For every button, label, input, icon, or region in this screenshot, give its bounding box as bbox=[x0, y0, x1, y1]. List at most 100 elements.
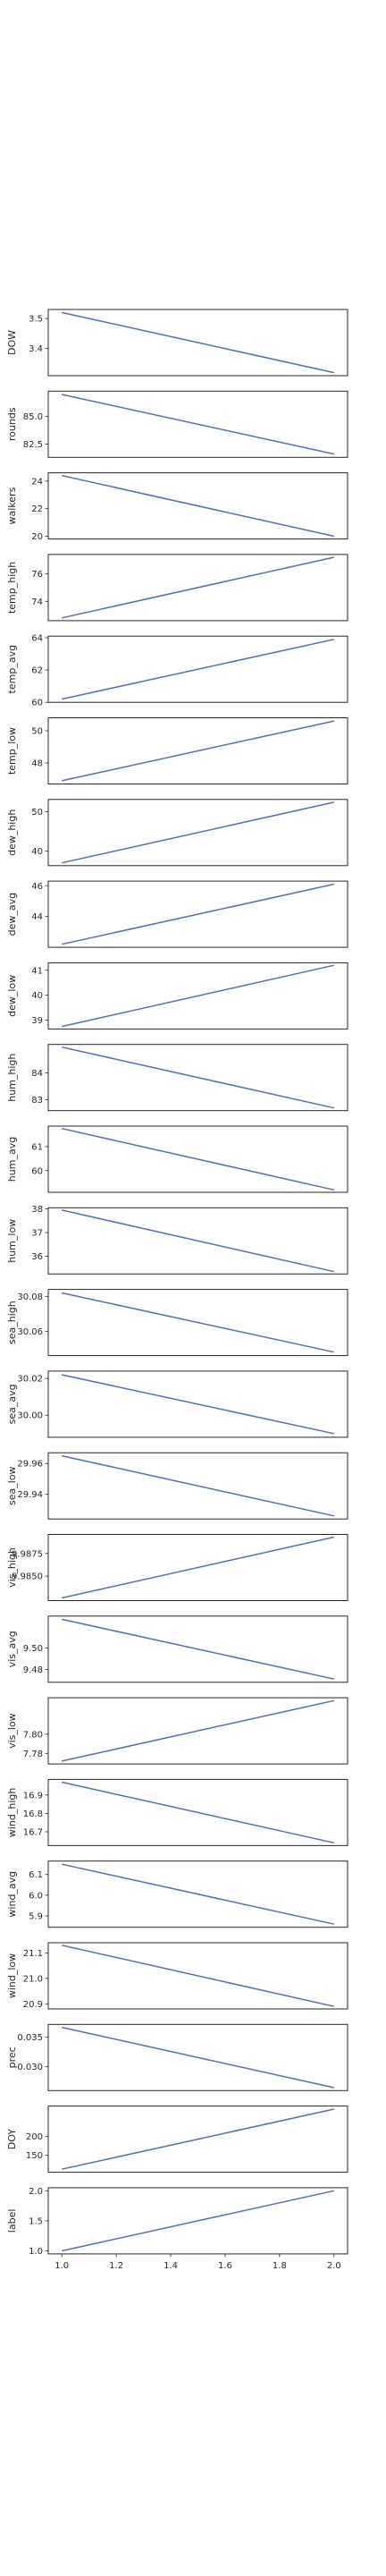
axes-frame bbox=[47, 1370, 348, 1438]
series-line-hum_avg bbox=[62, 1127, 334, 1191]
series-line-temp_low bbox=[62, 720, 334, 782]
y-axis-label: wind_low bbox=[6, 1953, 18, 1998]
y-tick-label: 22 bbox=[31, 504, 43, 514]
y-tick-label: 9.9850 bbox=[12, 1572, 43, 1582]
y-tick-label: 40 bbox=[31, 847, 43, 857]
y-tick-label: 200 bbox=[26, 2132, 43, 2142]
y-tick-label: 60 bbox=[31, 699, 43, 708]
series-line-wind_low bbox=[62, 1945, 334, 2007]
y-axis-label: rounds bbox=[6, 407, 18, 441]
subplot-DOY: 150 200 DOY bbox=[6, 2106, 348, 2174]
y-axis-label: sea_low bbox=[6, 1466, 18, 1505]
series-line-sea_avg bbox=[62, 1374, 334, 1435]
y-tick-label: 16.9 bbox=[23, 1791, 43, 1801]
y-tick-label: 0.030 bbox=[17, 2063, 43, 2072]
y-tick-label: 30.02 bbox=[17, 1375, 43, 1385]
y-axis-label: wind_high bbox=[6, 1788, 18, 1838]
y-axis-label: hum_low bbox=[6, 1219, 18, 1263]
subplot-temp_high: 74 76 temp_high bbox=[6, 554, 348, 622]
x-tick-label: 1.2 bbox=[109, 2261, 123, 2271]
subplot-hum_avg: 60 61 hum_avg bbox=[6, 1125, 348, 1193]
series-line-hum_high bbox=[62, 1046, 334, 1109]
series-line-DOW bbox=[62, 311, 334, 374]
x-tick-label: 1.0 bbox=[55, 2261, 69, 2271]
y-tick-label: 1.5 bbox=[29, 2216, 43, 2226]
subplot-DOW: 3.4 3.5 DOW bbox=[6, 309, 348, 377]
y-tick-label: 83 bbox=[31, 1096, 43, 1106]
y-tick-label: 30.08 bbox=[17, 1292, 43, 1302]
y-tick-label: 3.5 bbox=[29, 315, 43, 325]
y-axis-label: temp_high bbox=[6, 562, 18, 614]
series-line-temp_high bbox=[62, 556, 334, 619]
y-tick-label: 82.5 bbox=[23, 440, 43, 450]
y-tick-label: 1.0 bbox=[29, 2247, 43, 2257]
x-tick-label: 1.6 bbox=[218, 2261, 232, 2271]
series-line-wind_high bbox=[62, 1781, 334, 1844]
y-axis-label: prec bbox=[6, 2046, 18, 2068]
y-axis-label: hum_high bbox=[6, 1054, 18, 1102]
series-line-dew_low bbox=[62, 964, 334, 1028]
series-line-hum_low bbox=[62, 1209, 334, 1273]
subplot-dew_low: 39 40 41 dew_low bbox=[6, 962, 348, 1030]
x-tick-label: 1.4 bbox=[164, 2261, 178, 2271]
y-tick-label: 20 bbox=[31, 532, 43, 542]
y-tick-label: 30.00 bbox=[17, 1411, 43, 1421]
y-tick-label: 9.50 bbox=[23, 1644, 43, 1654]
subplot-hum_high: 83 84 hum_high bbox=[6, 1044, 348, 1112]
subplot-temp_avg: 60 62 64 temp_avg bbox=[6, 634, 348, 708]
y-tick-label: 21.0 bbox=[23, 1974, 43, 1984]
y-axis-label: temp_low bbox=[6, 727, 18, 775]
y-tick-label: 84 bbox=[31, 1069, 43, 1079]
axes-frame bbox=[47, 2023, 348, 2091]
y-tick-label: 5.9 bbox=[29, 1911, 43, 1921]
y-axis-label: wind_avg bbox=[6, 1871, 18, 1918]
subplot-rounds: 82.5 85.0 rounds bbox=[6, 390, 348, 458]
y-tick-label: 36 bbox=[31, 1252, 43, 1262]
series-line-sea_low bbox=[62, 1454, 334, 1517]
subplot-wind_low: 20.9 21.0 21.1 wind_low bbox=[6, 1942, 348, 2010]
series-line-dew_high bbox=[62, 801, 334, 864]
y-tick-label: 9.48 bbox=[23, 1665, 43, 1675]
y-tick-label: 62 bbox=[31, 666, 43, 676]
axes-frame bbox=[47, 635, 348, 703]
axes-frame bbox=[47, 880, 348, 948]
y-tick-label: 38 bbox=[31, 1205, 43, 1215]
axes-frame bbox=[47, 472, 348, 540]
x-tick-label: 1.8 bbox=[273, 2261, 287, 2271]
subplot-dew_high: 40 50 dew_high bbox=[6, 799, 348, 867]
y-tick-label: 50 bbox=[31, 808, 43, 818]
series-line-dew_avg bbox=[62, 883, 334, 945]
axes-frame bbox=[47, 1125, 348, 1193]
subplot-temp_low: 48 50 temp_low bbox=[6, 717, 348, 784]
y-axis-label: temp_avg bbox=[6, 645, 18, 694]
series-line-vis_avg bbox=[62, 1618, 334, 1680]
y-tick-label: 44 bbox=[31, 912, 43, 922]
subplot-wind_high: 16.7 16.8 16.9 wind_high bbox=[6, 1778, 348, 1846]
series-line-walkers bbox=[62, 474, 334, 538]
y-tick-label: 64 bbox=[31, 634, 43, 644]
series-line-wind_avg bbox=[62, 1863, 334, 1925]
series-line-vis_low bbox=[62, 1699, 334, 1762]
y-tick-label: 7.80 bbox=[23, 1730, 43, 1740]
subplot-prec: 0.030 0.035 prec bbox=[6, 2023, 348, 2091]
y-axis-label: hum_avg bbox=[6, 1137, 18, 1182]
y-tick-label: 50 bbox=[31, 726, 43, 736]
y-tick-label: 6.1 bbox=[29, 1870, 43, 1880]
axes-frame bbox=[47, 1534, 348, 1601]
y-tick-label: 46 bbox=[31, 882, 43, 892]
y-tick-label: 48 bbox=[31, 759, 43, 769]
y-tick-label: 0.035 bbox=[17, 2033, 43, 2043]
y-tick-label: 9.9875 bbox=[12, 1549, 43, 1559]
y-axis-label: DOY bbox=[6, 2129, 18, 2150]
y-tick-label: 41 bbox=[31, 966, 43, 976]
y-axis-label: dew_avg bbox=[6, 893, 18, 936]
axes-frame bbox=[47, 390, 348, 458]
y-axis-label: dew_high bbox=[6, 809, 18, 856]
y-axis-label: dew_low bbox=[6, 975, 18, 1017]
axes-frame bbox=[47, 1452, 348, 1520]
